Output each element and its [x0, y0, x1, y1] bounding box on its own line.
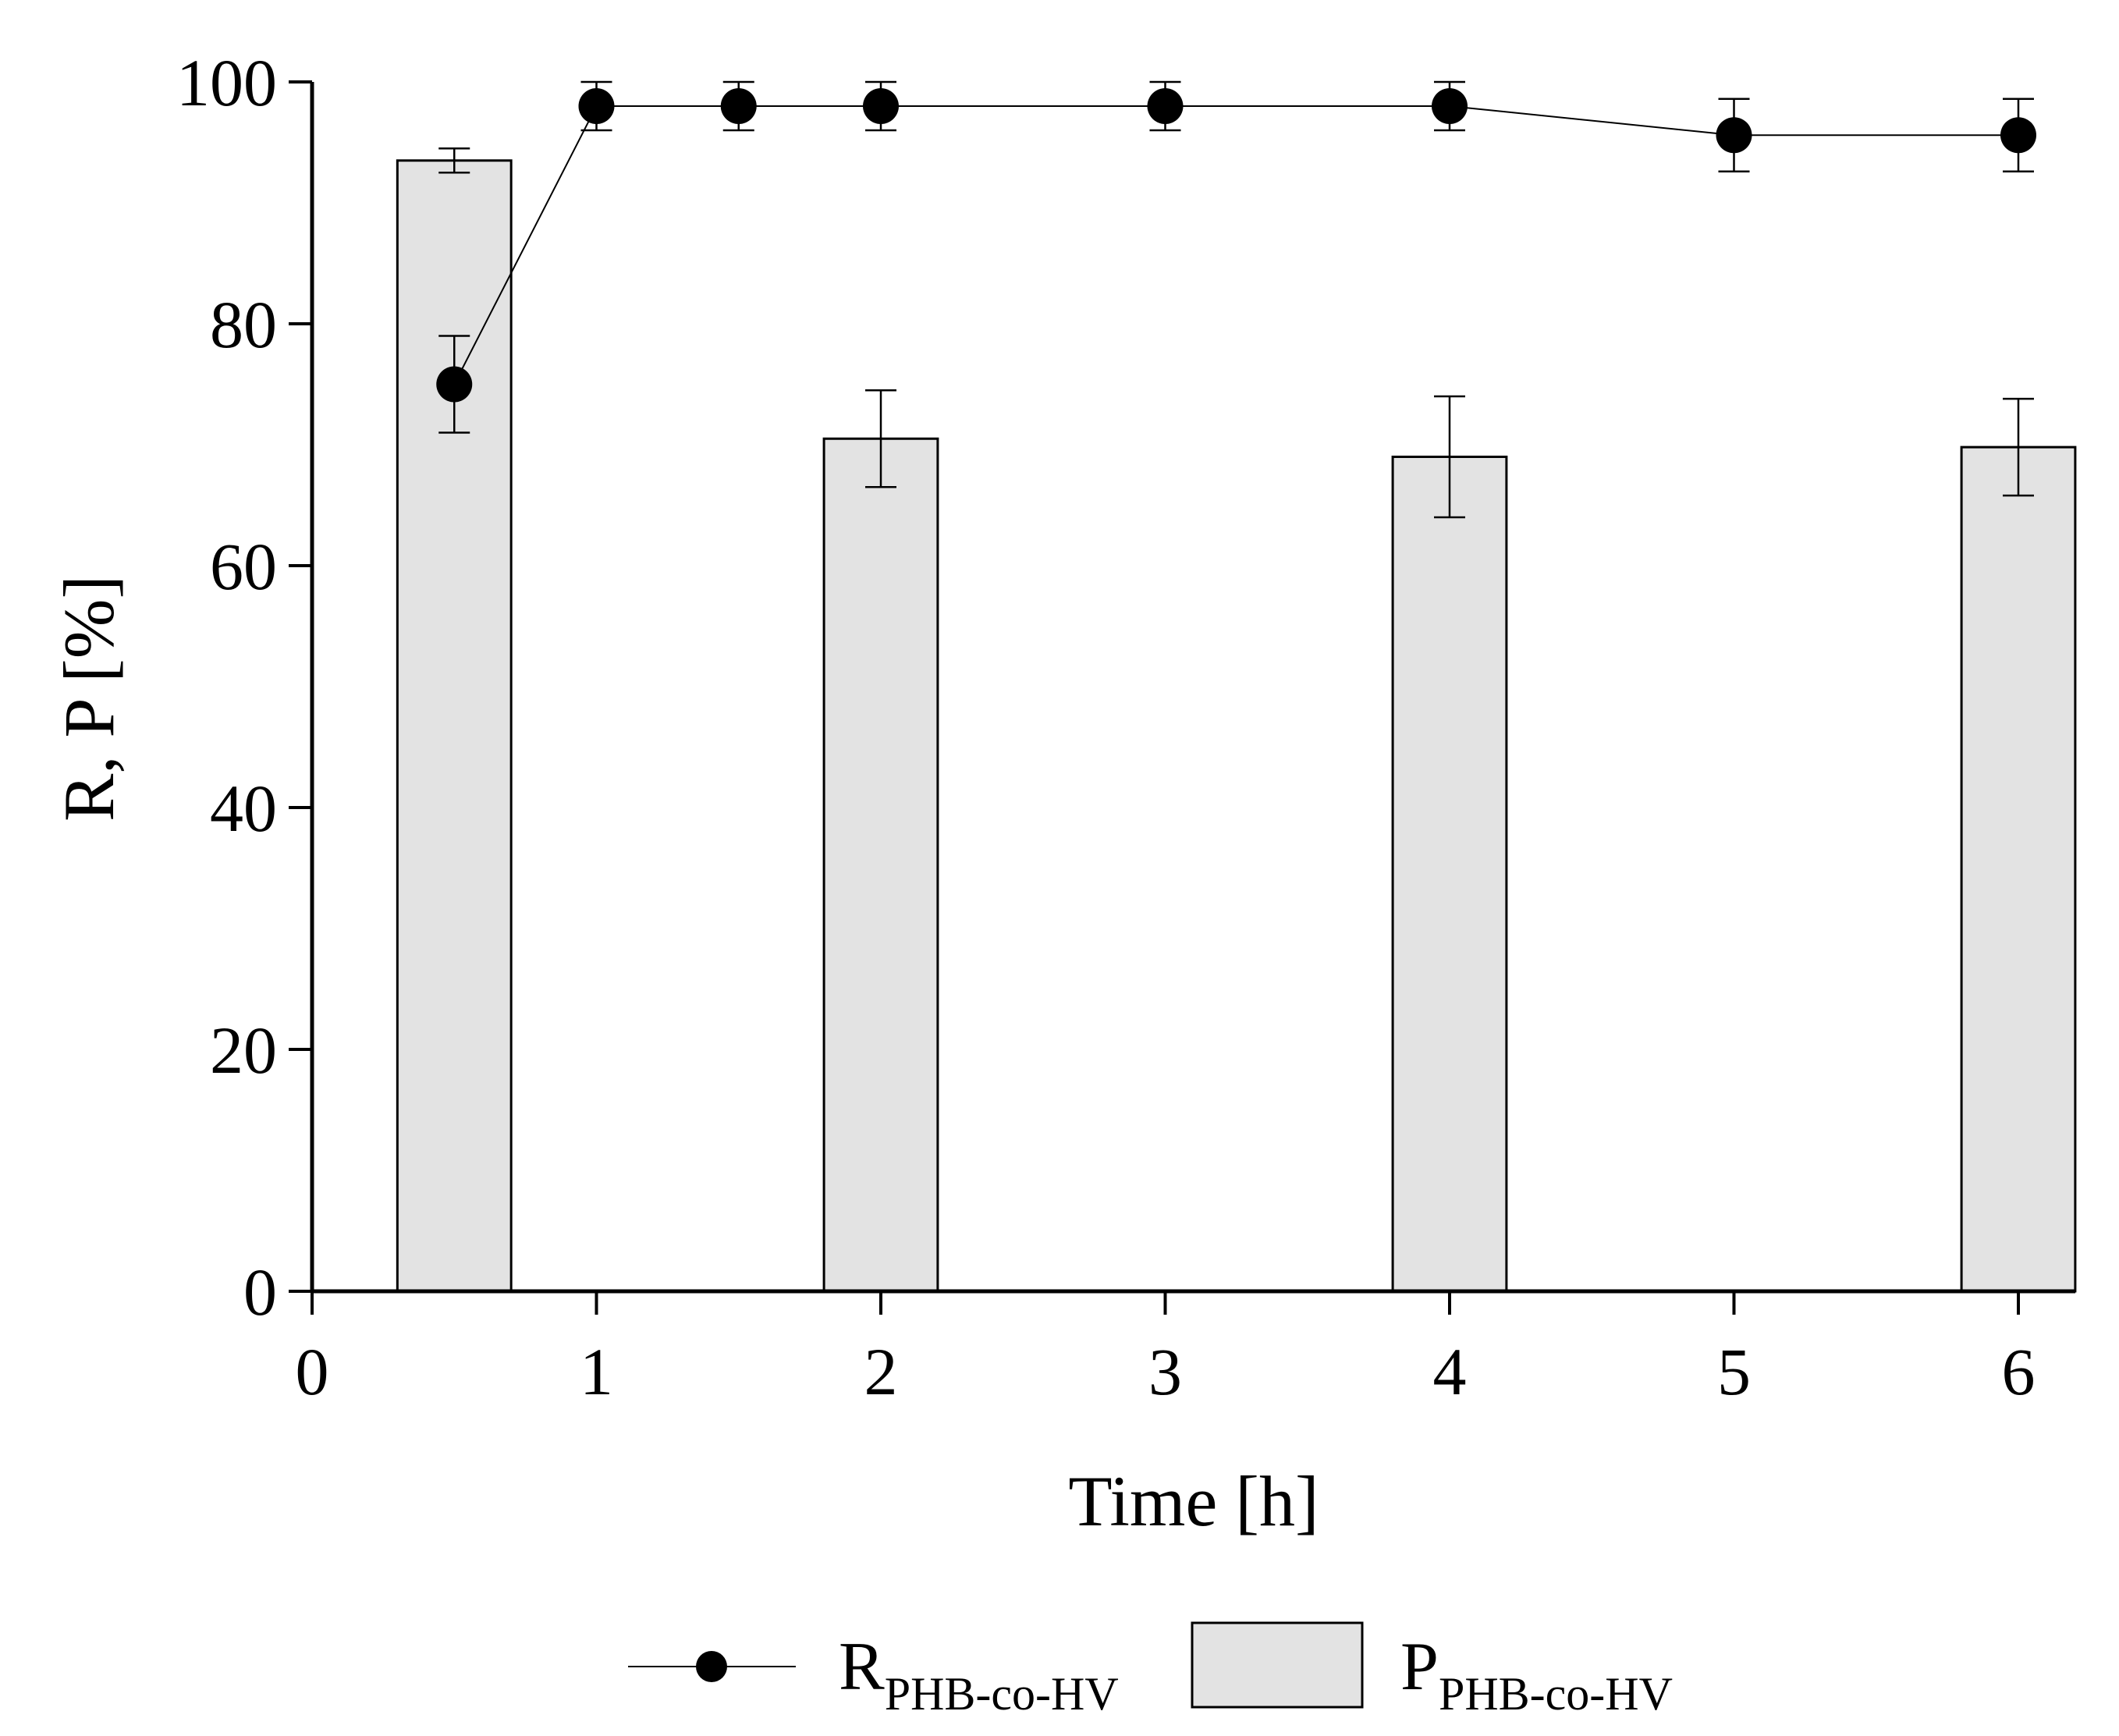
x-tick-label: 2 — [864, 1334, 898, 1409]
bar — [1960, 446, 2077, 1293]
y-tick-label: 0 — [243, 1255, 277, 1330]
x-tick-label: 0 — [296, 1334, 329, 1409]
y-tick-label: 20 — [210, 1013, 277, 1088]
data-point — [1432, 88, 1468, 124]
x-tick-label: 4 — [1433, 1334, 1467, 1409]
x-tick-label: 3 — [1148, 1334, 1182, 1409]
bar-series — [396, 147, 2077, 1293]
x-tick-label: 6 — [2002, 1334, 2036, 1409]
data-point — [863, 88, 899, 124]
data-point — [720, 88, 757, 124]
x-tick-label: 5 — [1717, 1334, 1751, 1409]
line-series — [436, 80, 2036, 434]
y-tick-label: 80 — [210, 287, 277, 362]
legend: RPHB-co-HV PPHB-co-HV — [628, 1621, 1673, 1720]
y-tick-label: 40 — [210, 771, 277, 846]
y-tick-label: 60 — [210, 529, 277, 604]
legend-bar-sample — [1191, 1621, 1364, 1709]
legend-marker-sample — [696, 1651, 727, 1682]
data-point — [1716, 117, 1752, 154]
data-point — [578, 88, 615, 124]
legend-label-purity-main: P — [1400, 1629, 1439, 1705]
x-tick-label: 1 — [580, 1334, 613, 1409]
series-line — [453, 105, 2018, 385]
legend-label-purity: PPHB-co-HV — [1400, 1629, 1673, 1720]
bar — [396, 159, 513, 1293]
y-axis-title: R, P [%] — [49, 575, 129, 822]
data-point — [1147, 88, 1184, 124]
legend-label-recovery-sub: PHB-co-HV — [885, 1668, 1119, 1720]
data-point — [436, 366, 473, 403]
bar — [822, 437, 939, 1293]
y-tick-label: 100 — [176, 45, 277, 120]
data-point — [2000, 117, 2036, 154]
legend-label-recovery: RPHB-co-HV — [839, 1629, 1119, 1720]
bar — [1391, 456, 1508, 1293]
legend-label-purity-sub: PHB-co-HV — [1439, 1668, 1673, 1720]
x-axis-title: Time [h] — [1068, 1461, 1319, 1541]
axes — [310, 82, 2075, 1294]
legend-label-recovery-main: R — [839, 1629, 885, 1705]
